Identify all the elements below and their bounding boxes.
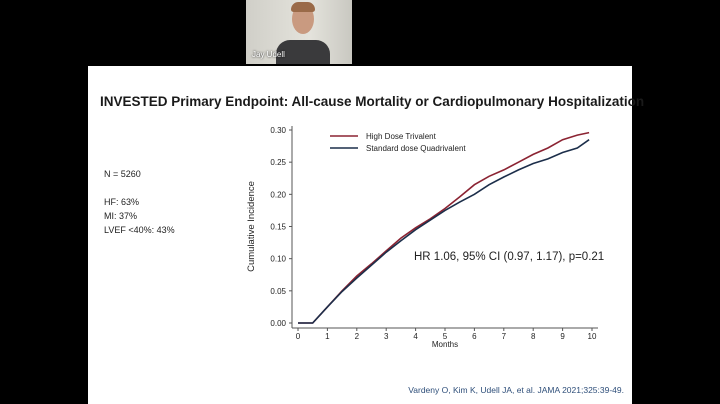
x-tick-label: 10 (588, 332, 597, 341)
stat-n: N = 5260 (104, 169, 141, 179)
y-tick-label: 0.30 (270, 126, 286, 135)
study-stats: N = 5260 HF: 63% MI: 37% LVEF <40%: 43% (104, 167, 175, 237)
x-tick-label: 2 (355, 332, 360, 341)
legend-label: Standard dose Quadrivalent (366, 144, 466, 153)
y-tick-label: 0.20 (270, 190, 286, 199)
slide-title: INVESTED Primary Endpoint: All-cause Mor… (100, 94, 645, 109)
shared-slide: INVESTED Primary Endpoint: All-cause Mor… (88, 66, 644, 404)
y-tick-label: 0.25 (270, 158, 286, 167)
series-line-standard-dose (298, 139, 590, 324)
hazard-ratio-annotation: HR 1.06, 95% CI (0.97, 1.17), p=0.21 (414, 251, 604, 263)
cumulative-incidence-chart: 0.00 0.05 0.10 0.15 0.20 0.25 0.30 0 1 2 3 4 5 6 7 8 9 10… (246, 126, 604, 349)
x-tick-label: 4 (413, 332, 418, 341)
series-line-high-dose (298, 131, 590, 324)
participant-figure (276, 40, 330, 64)
y-tick-label: 0.05 (270, 287, 286, 296)
x-tick-label: 0 (296, 332, 301, 341)
stat-lvef: LVEF <40%: 43% (104, 225, 175, 235)
x-tick-label: 1 (325, 332, 330, 341)
y-tick-label: 0.15 (270, 223, 286, 232)
legend-label: High Dose Trivalent (366, 132, 437, 141)
x-tick-label: 7 (502, 332, 507, 341)
y-tick-label: 0.00 (270, 319, 286, 328)
stat-hf: HF: 63% (104, 197, 140, 207)
stat-mi: MI: 37% (104, 211, 138, 221)
x-tick-label: 5 (443, 332, 448, 341)
x-tick-label: 6 (472, 332, 477, 341)
y-tick-label: 0.10 (270, 255, 286, 264)
x-tick-label: 8 (531, 332, 536, 341)
x-axis-label: Months (432, 340, 458, 349)
citation: Vardeny O, Kim K, Udell JA, et al. JAMA … (408, 385, 624, 395)
x-tick-label: 9 (560, 332, 565, 341)
participant-video-tile[interactable]: Jay Udell (246, 0, 352, 64)
y-axis-label: Cumulative Incidence (246, 181, 257, 272)
participant-name: Jay Udell (252, 50, 285, 59)
x-tick-label: 3 (384, 332, 389, 341)
participant-hair (291, 2, 315, 12)
